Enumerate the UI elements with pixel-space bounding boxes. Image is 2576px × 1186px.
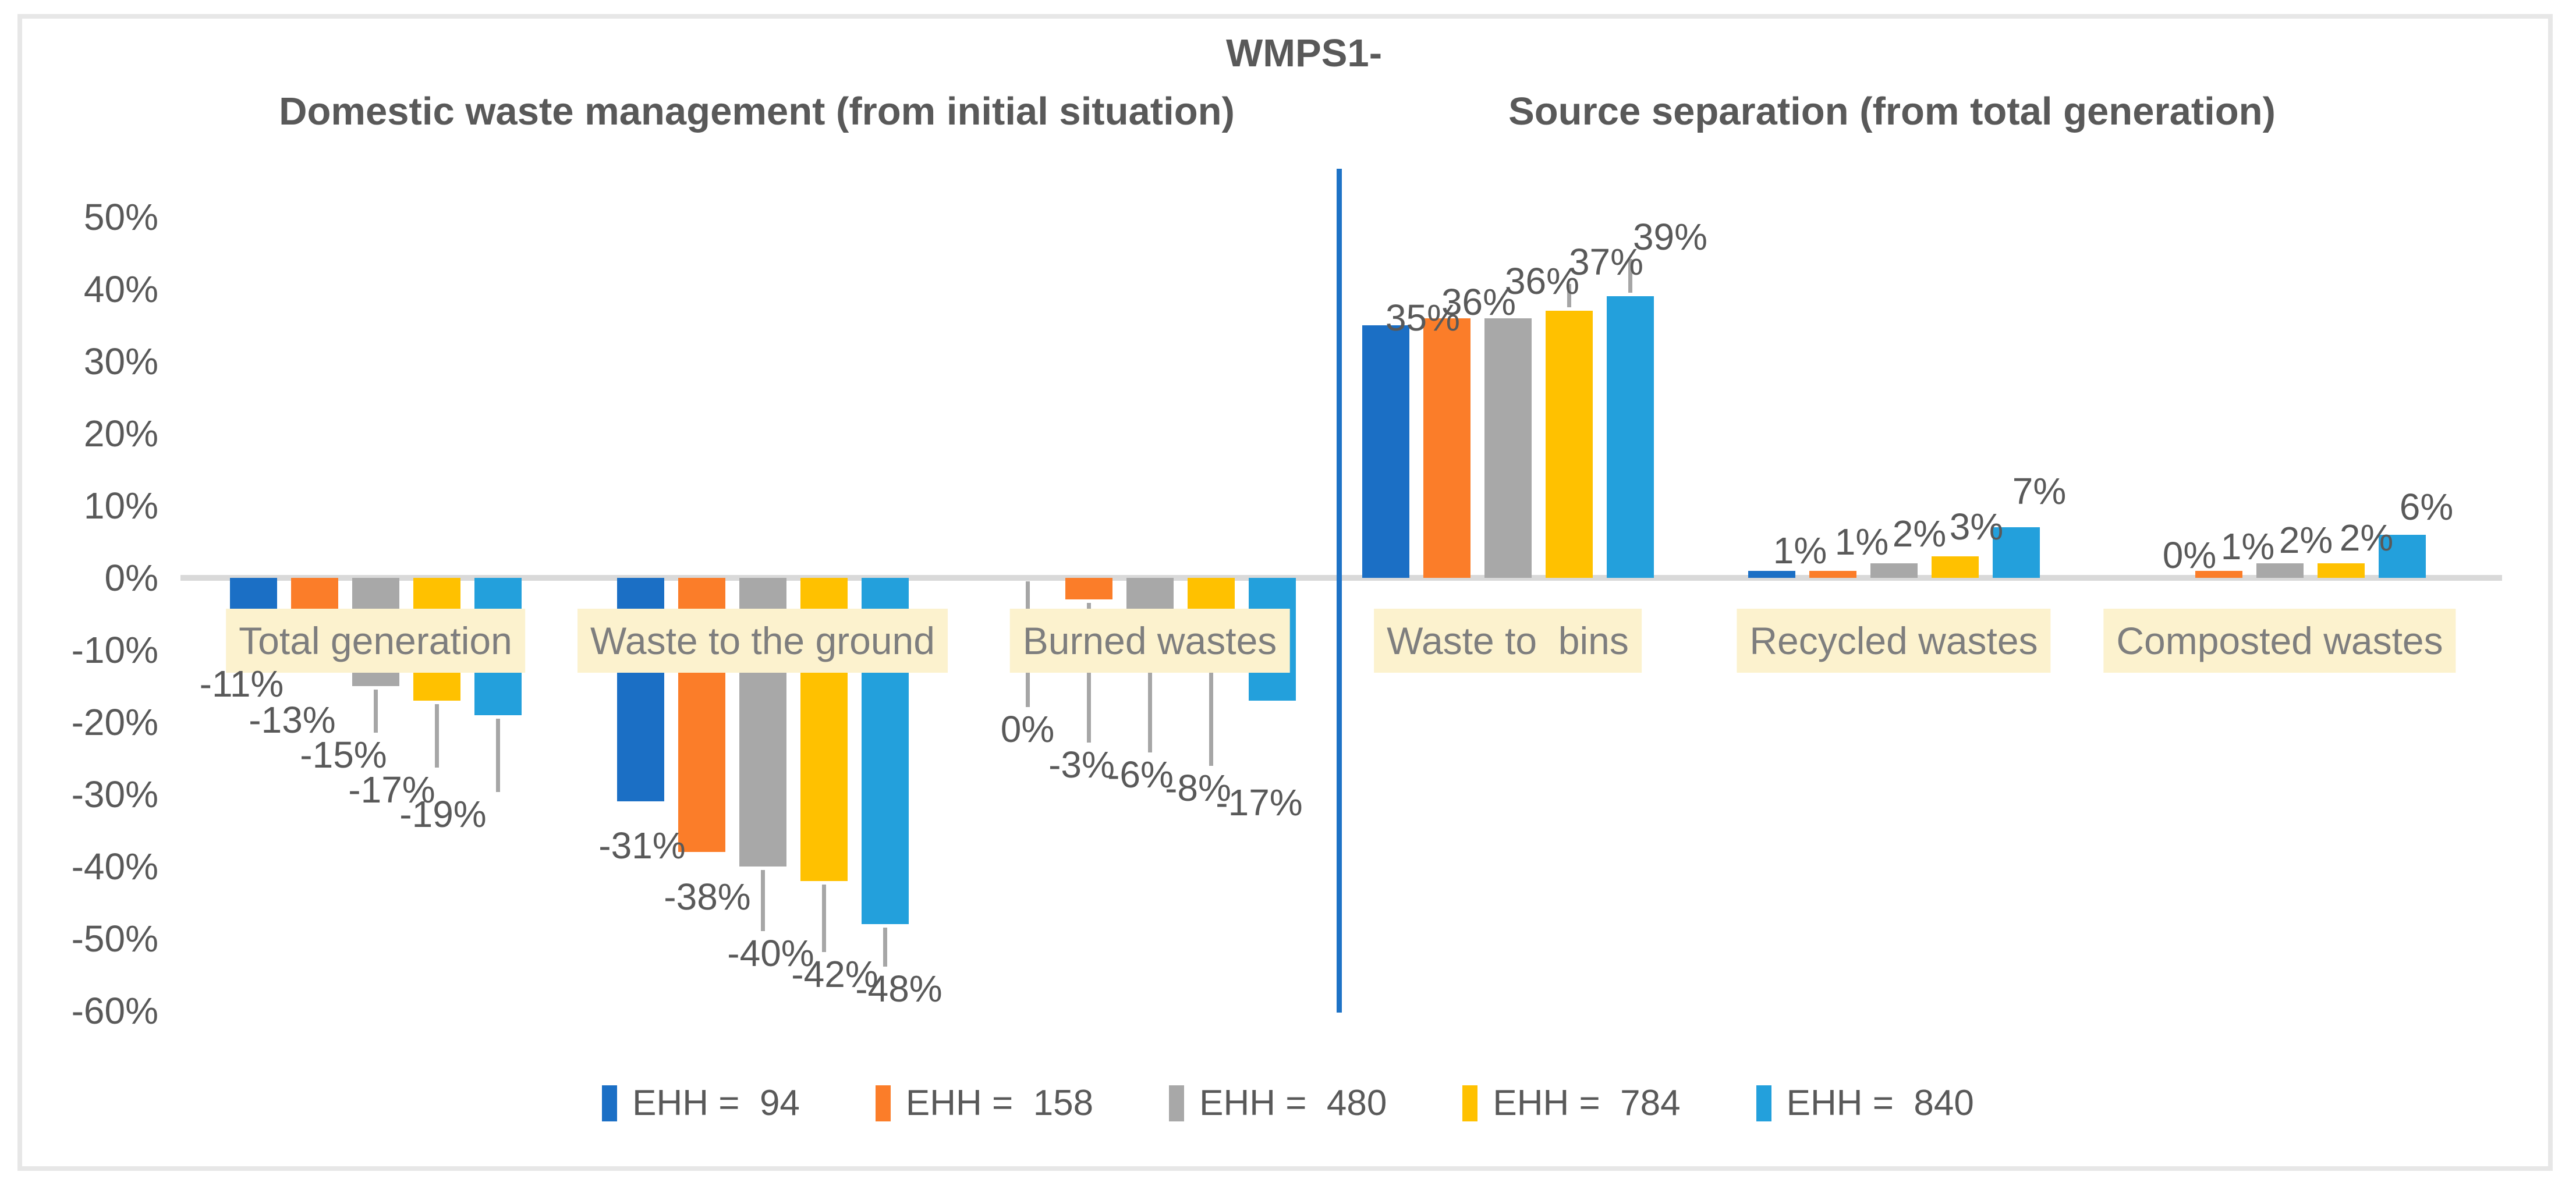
category-label: Waste to bins bbox=[1374, 609, 1642, 673]
y-axis-tick-label: -40% bbox=[71, 846, 158, 887]
data-label: -19% bbox=[399, 793, 487, 835]
bar bbox=[2317, 563, 2365, 578]
data-label-leader-line bbox=[883, 928, 887, 967]
legend-label: EHH = 784 bbox=[1493, 1083, 1681, 1123]
y-axis-tick-label: 40% bbox=[83, 268, 158, 310]
legend-label: EHH = 94 bbox=[632, 1083, 800, 1123]
data-label: -42% bbox=[791, 953, 878, 995]
data-label: -11% bbox=[199, 663, 284, 705]
data-label: 2% bbox=[2339, 517, 2394, 559]
y-axis-tick-label: -30% bbox=[71, 773, 158, 815]
data-label: -38% bbox=[664, 876, 751, 918]
legend-swatch bbox=[1169, 1085, 1185, 1121]
legend-swatch bbox=[1462, 1085, 1478, 1121]
y-axis-tick-label: 50% bbox=[83, 196, 158, 238]
data-label-leader-line bbox=[1087, 603, 1091, 743]
data-label-leader-line bbox=[822, 884, 826, 952]
bar bbox=[1545, 311, 1593, 578]
bar bbox=[2256, 563, 2304, 578]
legend-swatch bbox=[875, 1085, 891, 1121]
data-label-leader-line bbox=[496, 718, 500, 792]
legend-item: EHH = 480 bbox=[1169, 1081, 1387, 1125]
legend: EHH = 94 EHH = 158 EHH = 480 EHH = 784 EHH =… bbox=[0, 1081, 2576, 1125]
data-label: -17% bbox=[1216, 781, 1303, 823]
y-axis-tick-label: -50% bbox=[71, 918, 158, 960]
data-label: -17% bbox=[348, 768, 435, 811]
data-label-leader-line bbox=[374, 690, 378, 733]
data-label: 36% bbox=[1441, 280, 1516, 323]
y-axis-tick-label: -20% bbox=[71, 701, 158, 743]
legend-item: EHH = 158 bbox=[875, 1081, 1094, 1125]
data-label: -8% bbox=[1165, 767, 1231, 809]
data-label: 1% bbox=[2220, 525, 2275, 567]
data-label: 36% bbox=[1504, 260, 1580, 302]
data-label-leader-line bbox=[1209, 639, 1213, 766]
data-label-leader-line bbox=[761, 870, 765, 931]
legend-item: EHH = 840 bbox=[1756, 1081, 1974, 1125]
chart-title: WMPS1- bbox=[1226, 31, 1382, 75]
bar bbox=[1065, 578, 1112, 600]
data-label: 0% bbox=[2162, 534, 2217, 576]
category-label: Composted wastes bbox=[2103, 609, 2456, 673]
data-label-leader-line bbox=[1628, 259, 1632, 293]
y-axis-tick-label: 20% bbox=[83, 413, 158, 454]
data-label: 6% bbox=[2399, 485, 2454, 528]
category-label: Recycled wastes bbox=[1737, 609, 2051, 673]
data-label: -6% bbox=[1107, 754, 1174, 796]
bar bbox=[1362, 325, 1409, 578]
data-label: -13% bbox=[249, 699, 336, 741]
y-axis-tick-label: 30% bbox=[83, 340, 158, 382]
category-label: Burned wastes bbox=[1009, 609, 1290, 673]
data-label-leader-line bbox=[435, 704, 439, 768]
data-label: -31% bbox=[598, 825, 686, 867]
bar bbox=[1870, 563, 1918, 578]
data-label: -3% bbox=[1048, 744, 1115, 786]
data-label: 1% bbox=[1773, 529, 1827, 571]
bar bbox=[2378, 534, 2426, 578]
data-label: 1% bbox=[1834, 520, 1889, 563]
data-label: 7% bbox=[2012, 470, 2067, 513]
bar bbox=[1992, 527, 2040, 578]
y-axis-tick-label: -10% bbox=[71, 629, 158, 671]
y-axis-tick-label: -60% bbox=[71, 990, 158, 1032]
data-label: 2% bbox=[1892, 513, 1947, 555]
panel-title-source: Source separation (from total generation… bbox=[1508, 90, 2276, 133]
legend-swatch bbox=[602, 1085, 618, 1121]
legend-label: EHH = 480 bbox=[1199, 1083, 1387, 1123]
bar bbox=[2195, 570, 2242, 578]
data-label-leader-line bbox=[1148, 624, 1152, 753]
legend-label: EHH = 840 bbox=[1786, 1083, 1974, 1123]
data-label: 37% bbox=[1568, 241, 1644, 283]
data-label: -40% bbox=[727, 932, 814, 974]
y-axis-tick-label: 0% bbox=[104, 557, 159, 599]
legend-swatch bbox=[1756, 1085, 1771, 1121]
data-label: -48% bbox=[855, 968, 942, 1010]
bar bbox=[1423, 318, 1471, 578]
data-label: 2% bbox=[2279, 519, 2333, 562]
panel-title-domestic: Domestic waste management (from initial … bbox=[279, 90, 1235, 133]
bar bbox=[1748, 570, 1795, 578]
data-label: 0% bbox=[1000, 708, 1055, 750]
data-label: -15% bbox=[300, 734, 387, 776]
panel-divider-line bbox=[1337, 169, 1342, 1013]
bar bbox=[1484, 318, 1532, 578]
bar bbox=[1809, 570, 1856, 578]
data-label: 3% bbox=[1949, 505, 2004, 548]
y-axis-tick-label: 10% bbox=[83, 485, 158, 527]
data-label: 35% bbox=[1385, 297, 1461, 339]
data-label-leader-line bbox=[1567, 284, 1571, 308]
legend-label: EHH = 158 bbox=[905, 1083, 1094, 1123]
data-label: 39% bbox=[1632, 216, 1708, 258]
legend-item: EHH = 784 bbox=[1462, 1081, 1681, 1125]
category-label: Waste to the ground bbox=[577, 609, 948, 673]
category-label: Total generation bbox=[226, 609, 525, 673]
bar bbox=[1931, 556, 1979, 578]
legend-item: EHH = 94 bbox=[602, 1081, 800, 1125]
bar bbox=[1606, 296, 1654, 578]
